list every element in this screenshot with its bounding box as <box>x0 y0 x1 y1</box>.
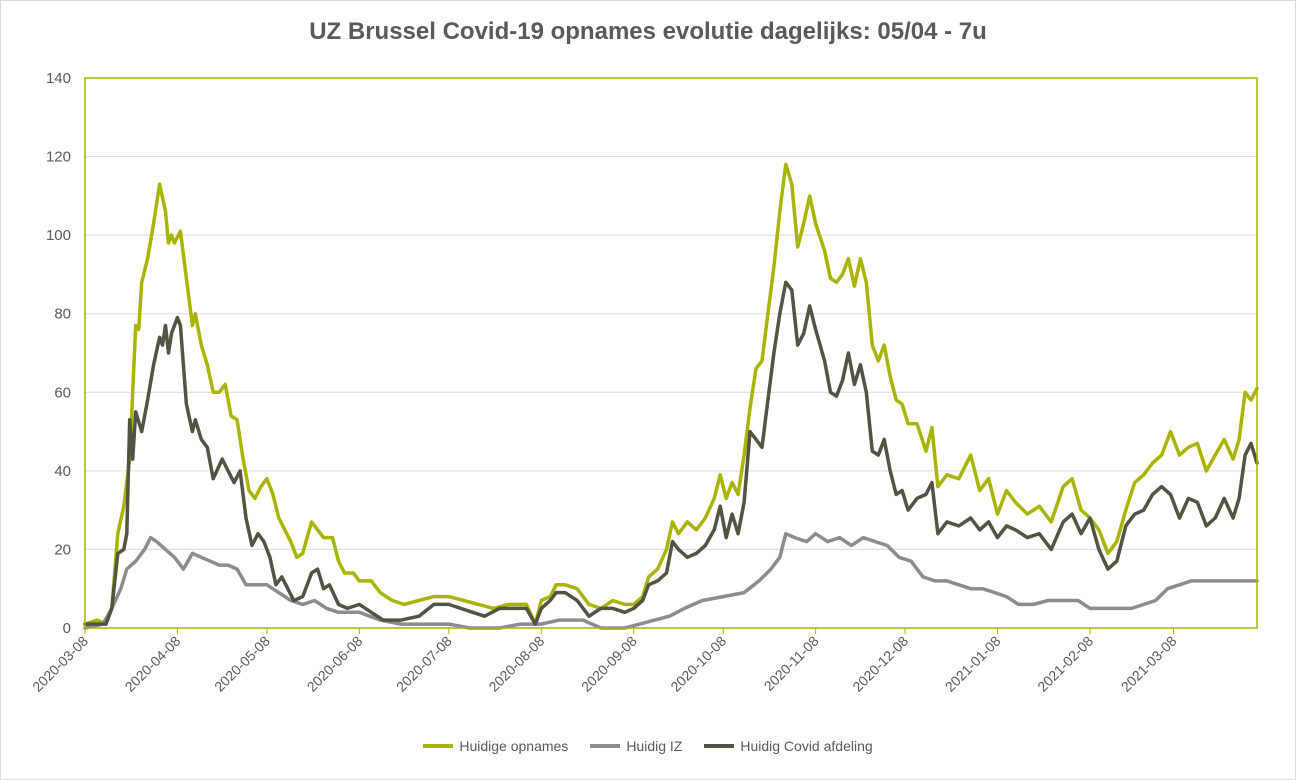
legend-swatch <box>704 744 735 748</box>
x-tick-label: 2021-01-08 <box>942 633 1004 695</box>
series-lines <box>83 162 1259 630</box>
x-tick-label: 2020-04-08 <box>122 633 184 695</box>
x-tick-label: 2021-02-08 <box>1034 633 1096 695</box>
y-tick-label: 20 <box>54 541 71 558</box>
x-tick-label: 2020-05-08 <box>211 633 273 695</box>
legend-item: Huidige opnames <box>423 738 568 754</box>
series-line-3 <box>83 280 1259 626</box>
legend-item: Huidig IZ <box>590 738 682 754</box>
series-line-1 <box>83 162 1259 626</box>
y-tick-label: 140 <box>46 70 71 87</box>
x-tick-label: 2020-08-08 <box>485 633 547 695</box>
line-chart: 0 20 40 60 80 100 120 140 2020-03-08 2020-04-08 20… <box>29 70 1259 695</box>
legend-label: Huidige opnames <box>459 738 569 754</box>
x-tick-label: 2020-06-08 <box>304 633 366 695</box>
x-tick-label: 2021-03-08 <box>1118 633 1180 695</box>
x-tick-label: 2020-09-08 <box>578 633 640 695</box>
y-tick-label: 0 <box>63 620 71 637</box>
y-tick-label: 40 <box>54 463 71 480</box>
y-tick-label: 60 <box>54 384 71 401</box>
plot-border <box>84 77 1258 629</box>
legend-item: Huidig Covid afdeling <box>704 738 873 754</box>
y-tick-label: 100 <box>46 227 71 244</box>
legend: Huidige opnames Huidig IZ Huidig Covid afd… <box>0 738 1296 754</box>
x-tick-label: 2020-07-08 <box>393 633 455 695</box>
legend-swatch <box>423 744 454 748</box>
x-tick-label: 2020-11-08 <box>761 633 822 694</box>
x-tick-label: 2020-10-08 <box>667 633 729 695</box>
chart-title: UZ Brussel Covid-19 opnames evolutie dag… <box>309 18 987 45</box>
legend-label: Huidig IZ <box>626 738 683 754</box>
gridlines <box>85 156 1257 550</box>
axes: 0 20 40 60 80 100 120 140 2020-03-08 2020-04-08 20… <box>29 70 1180 695</box>
x-tick-label: 2020-03-08 <box>29 633 91 695</box>
y-tick-label: 120 <box>46 149 71 166</box>
legend-label: Huidig Covid afdeling <box>740 738 873 754</box>
y-tick-label: 80 <box>54 306 71 323</box>
x-tick-label: 2020-12-08 <box>849 633 911 695</box>
legend-swatch <box>590 744 621 748</box>
series-line-2 <box>83 531 1259 630</box>
